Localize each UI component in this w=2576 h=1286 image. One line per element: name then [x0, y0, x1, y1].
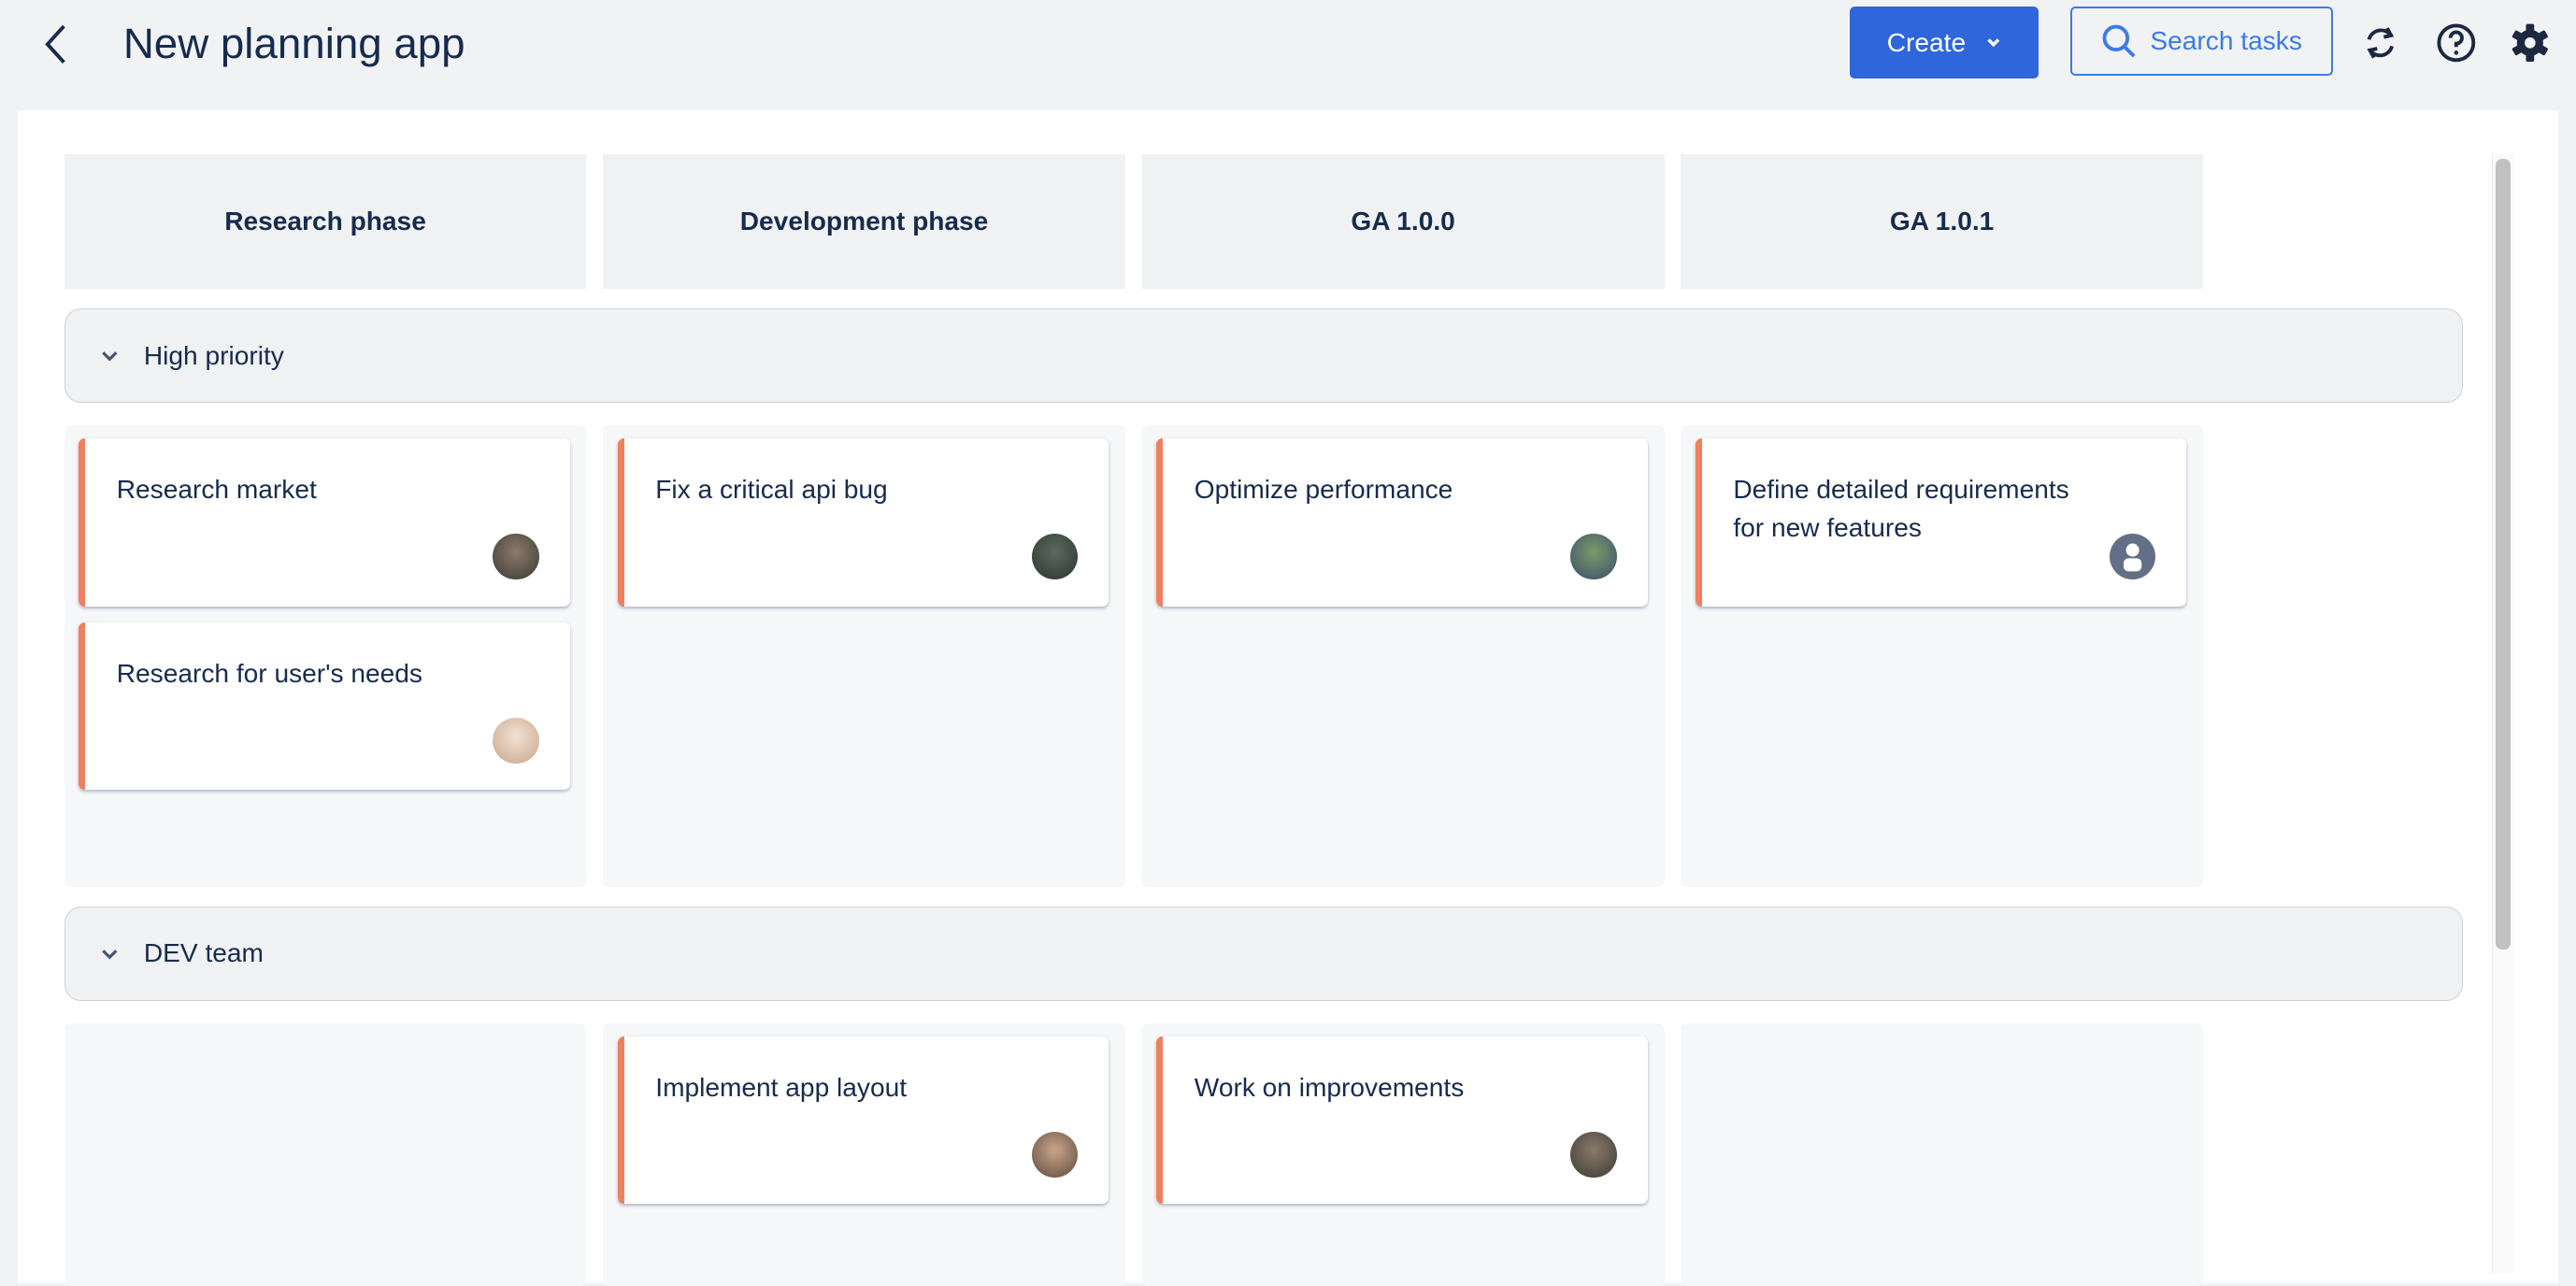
group-label: High priority	[143, 340, 284, 370]
task-title: Define detailed requirements for new fea…	[1733, 475, 2069, 542]
assignee-avatar[interactable]	[493, 534, 539, 580]
board-cell: Work on improvements	[1141, 1023, 1665, 1286]
create-button[interactable]: Create	[1850, 7, 2039, 79]
board-cell: Fix a critical api bug	[603, 425, 1125, 888]
column-header: GA 1.0.0	[1141, 154, 1665, 290]
page-title: New planning app	[122, 20, 465, 68]
assignee-avatar[interactable]	[1031, 534, 1079, 580]
chevron-down-icon	[101, 949, 118, 960]
default-user-icon	[2109, 534, 2156, 580]
chevron-down-icon	[1987, 37, 2000, 47]
create-label: Create	[1886, 27, 1967, 57]
column-header: Research phase	[64, 154, 587, 290]
back-button[interactable]	[39, 20, 76, 69]
board-cell: Define detailed requirements for new fea…	[1681, 425, 2204, 888]
column-header: Development phase	[603, 154, 1125, 290]
assignee-avatar[interactable]	[1031, 1132, 1079, 1179]
back-chevron-icon	[45, 24, 65, 64]
task-card[interactable]: Optimize performance	[1156, 438, 1648, 607]
search-icon	[2102, 24, 2136, 58]
board-cell	[64, 1023, 587, 1286]
assignee-avatar[interactable]	[1570, 1132, 1617, 1179]
group-header-high-priority[interactable]: High priority	[64, 308, 2464, 403]
task-card[interactable]: Research market	[79, 438, 570, 607]
settings-button[interactable]	[2509, 21, 2552, 64]
task-title: Implement app layout	[655, 1073, 908, 1103]
assignee-avatar[interactable]	[493, 718, 539, 764]
task-card[interactable]: Define detailed requirements for new fea…	[1695, 438, 2187, 607]
assignee-avatar[interactable]	[1570, 534, 1617, 580]
board-cell: Research market Research for user's needs	[64, 425, 587, 888]
task-title: Optimize performance	[1194, 475, 1453, 505]
task-card[interactable]: Work on improvements	[1156, 1036, 1648, 1205]
board-cell: Optimize performance	[1141, 425, 1665, 888]
help-icon	[2437, 23, 2476, 63]
task-title: Work on improvements	[1194, 1073, 1465, 1103]
search-tasks-button[interactable]: Search tasks	[2069, 7, 2333, 76]
task-title: Research for user's needs	[116, 659, 422, 689]
scrollbar-thumb[interactable]	[2495, 159, 2511, 950]
task-card[interactable]: Implement app layout	[617, 1036, 1109, 1205]
board-cell	[1681, 1023, 2204, 1286]
task-title: Fix a critical api bug	[655, 475, 888, 505]
sync-button[interactable]	[2359, 21, 2402, 64]
help-button[interactable]	[2435, 21, 2478, 64]
task-card[interactable]: Research for user's needs	[79, 622, 570, 791]
chevron-down-icon	[101, 351, 118, 362]
group-label: DEV team	[143, 938, 264, 968]
gear-icon	[2512, 23, 2548, 62]
sync-icon	[2367, 26, 2395, 59]
column-header: GA 1.0.1	[1681, 154, 2204, 290]
task-card[interactable]: Fix a critical api bug	[617, 438, 1109, 607]
group-header-dev-team[interactable]: DEV team	[64, 907, 2464, 1001]
board-cell: Implement app layout	[603, 1023, 1125, 1286]
task-title: Research market	[116, 475, 317, 505]
search-label: Search tasks	[2150, 25, 2302, 55]
